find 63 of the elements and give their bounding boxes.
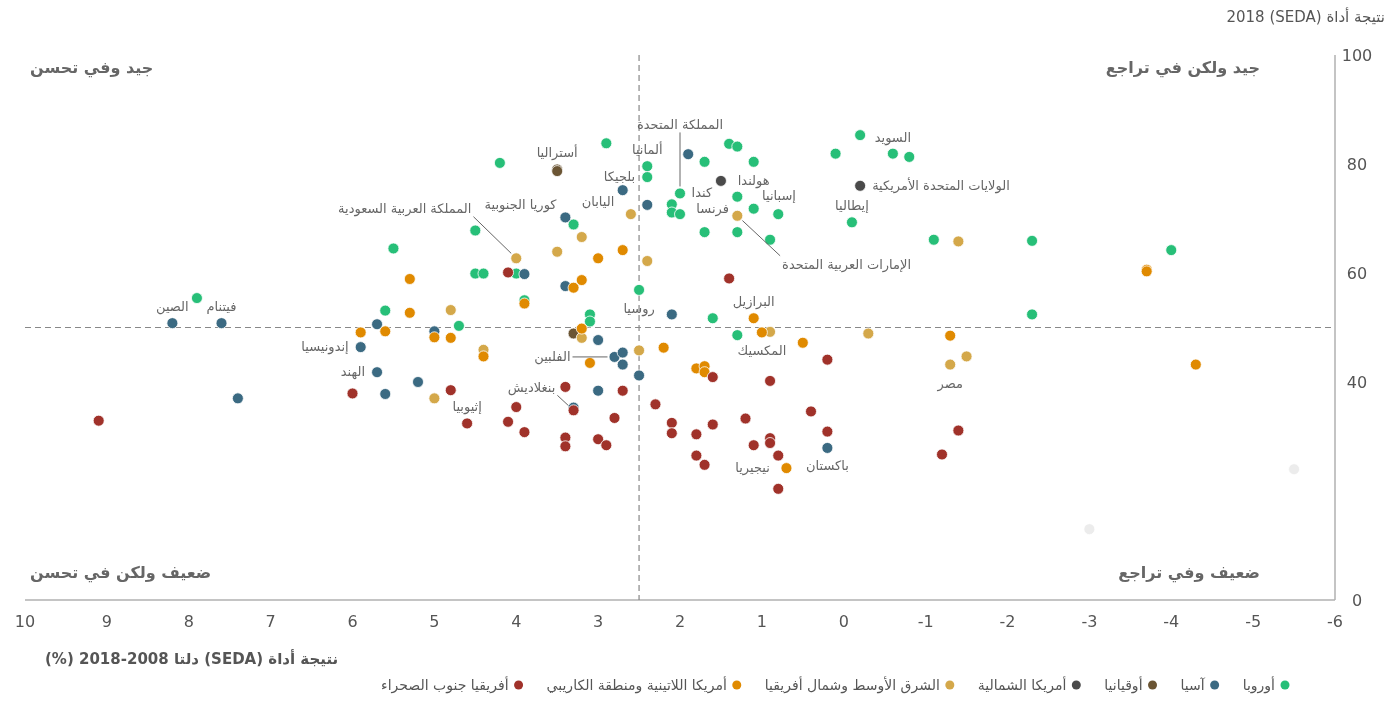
annotation: الولايات المتحدة الأمريكية — [872, 176, 1010, 194]
x-tick-label: 7 — [265, 612, 276, 631]
x-tick-label: 5 — [429, 612, 440, 631]
xlabel: نتيجة أداة (SEDA) دلتا 2008-2018 (%) — [45, 650, 339, 668]
x-tick-label: 3 — [593, 612, 604, 631]
x-tick-label: -3 — [1081, 612, 1098, 631]
annotation: باكستان — [805, 458, 849, 474]
annotation: مصر — [936, 375, 963, 392]
y-tick-label: 0 — [1351, 591, 1363, 610]
quadrant-note: جيد ولكن في تراجع — [1105, 58, 1260, 77]
x-tick-label: 1 — [756, 612, 767, 631]
x-tick-label: 6 — [347, 612, 358, 631]
x-tick-label: -1 — [917, 612, 934, 631]
x-tick-label: 4 — [511, 612, 522, 631]
annotation: هولندا — [737, 173, 770, 190]
annotation: الفلبين — [534, 348, 571, 365]
x-tick-label: -2 — [999, 612, 1016, 631]
annotation: المملكة المتحدة — [636, 117, 724, 133]
x-tick-label: 8 — [183, 612, 194, 631]
annotation: الهند — [340, 364, 366, 381]
annotation: الإمارات العربية المتحدة — [782, 256, 912, 273]
annotation: إيطاليا — [835, 198, 869, 214]
y-tick-label: 100 — [1341, 46, 1373, 65]
x-tick-label: -4 — [1163, 612, 1180, 631]
annotation: أستراليا — [536, 144, 578, 162]
annotation: فيتنام — [206, 299, 237, 315]
annotation: السويد — [874, 129, 912, 146]
x-tick-label: 2 — [674, 612, 686, 631]
annotation: الصين — [156, 299, 189, 316]
annotation: المملكة العربية السعودية — [338, 201, 472, 218]
annotation: البرازيل — [732, 294, 775, 311]
annotation: روسيا — [623, 301, 655, 318]
x-tick-label: 9 — [101, 612, 112, 631]
annotation: ألمانيا — [631, 141, 663, 158]
x-tick-label: 10 — [14, 612, 36, 631]
y-tick-label: 60 — [1346, 264, 1368, 283]
annotation: كوريا الجنوبية — [484, 197, 558, 214]
annotation: المكسيك — [737, 342, 787, 358]
annotation: بنغلاديش — [507, 380, 556, 397]
legend-label: أمريكا اللاتينية ومنطقة الكاريبي — [546, 676, 727, 694]
legend-label: أفريقيا جنوب الصحراء — [381, 676, 509, 694]
annotation: نيجيريا — [735, 459, 770, 476]
ylabel: نتيجة أداة (SEDA) 2018 — [1226, 8, 1385, 26]
quadrant-note: جيد وفي تحسن — [30, 58, 154, 77]
legend-label: آسيا — [1180, 677, 1206, 693]
annotation: اليابان — [581, 194, 615, 210]
legend-label: الشرق الأوسط وشمال أفريقيا — [764, 676, 940, 694]
y-tick-label: 80 — [1346, 155, 1368, 174]
annotation: إسبانيا — [762, 188, 796, 204]
y-tick-label: 40 — [1346, 373, 1368, 392]
quadrant-note: ضعيف ولكن في تحسن — [30, 563, 212, 582]
legend-label: أوقيانيا — [1104, 676, 1143, 694]
annotation: إثيوبيا — [452, 399, 482, 416]
x-tick-label: 0 — [838, 612, 849, 631]
quadrant-note: ضعيف وفي تراجع — [1118, 563, 1260, 582]
annotation: كندا — [691, 184, 713, 200]
x-tick-label: -6 — [1327, 612, 1343, 631]
annotation: إندونيسيا — [301, 339, 349, 356]
legend-label: أوروبا — [1242, 676, 1276, 694]
x-tick-label: -5 — [1245, 612, 1262, 631]
annotation: فرنسا — [696, 201, 729, 218]
annotation: بلجيكا — [603, 169, 636, 185]
legend-label: أمريكا الشمالية — [977, 676, 1067, 694]
